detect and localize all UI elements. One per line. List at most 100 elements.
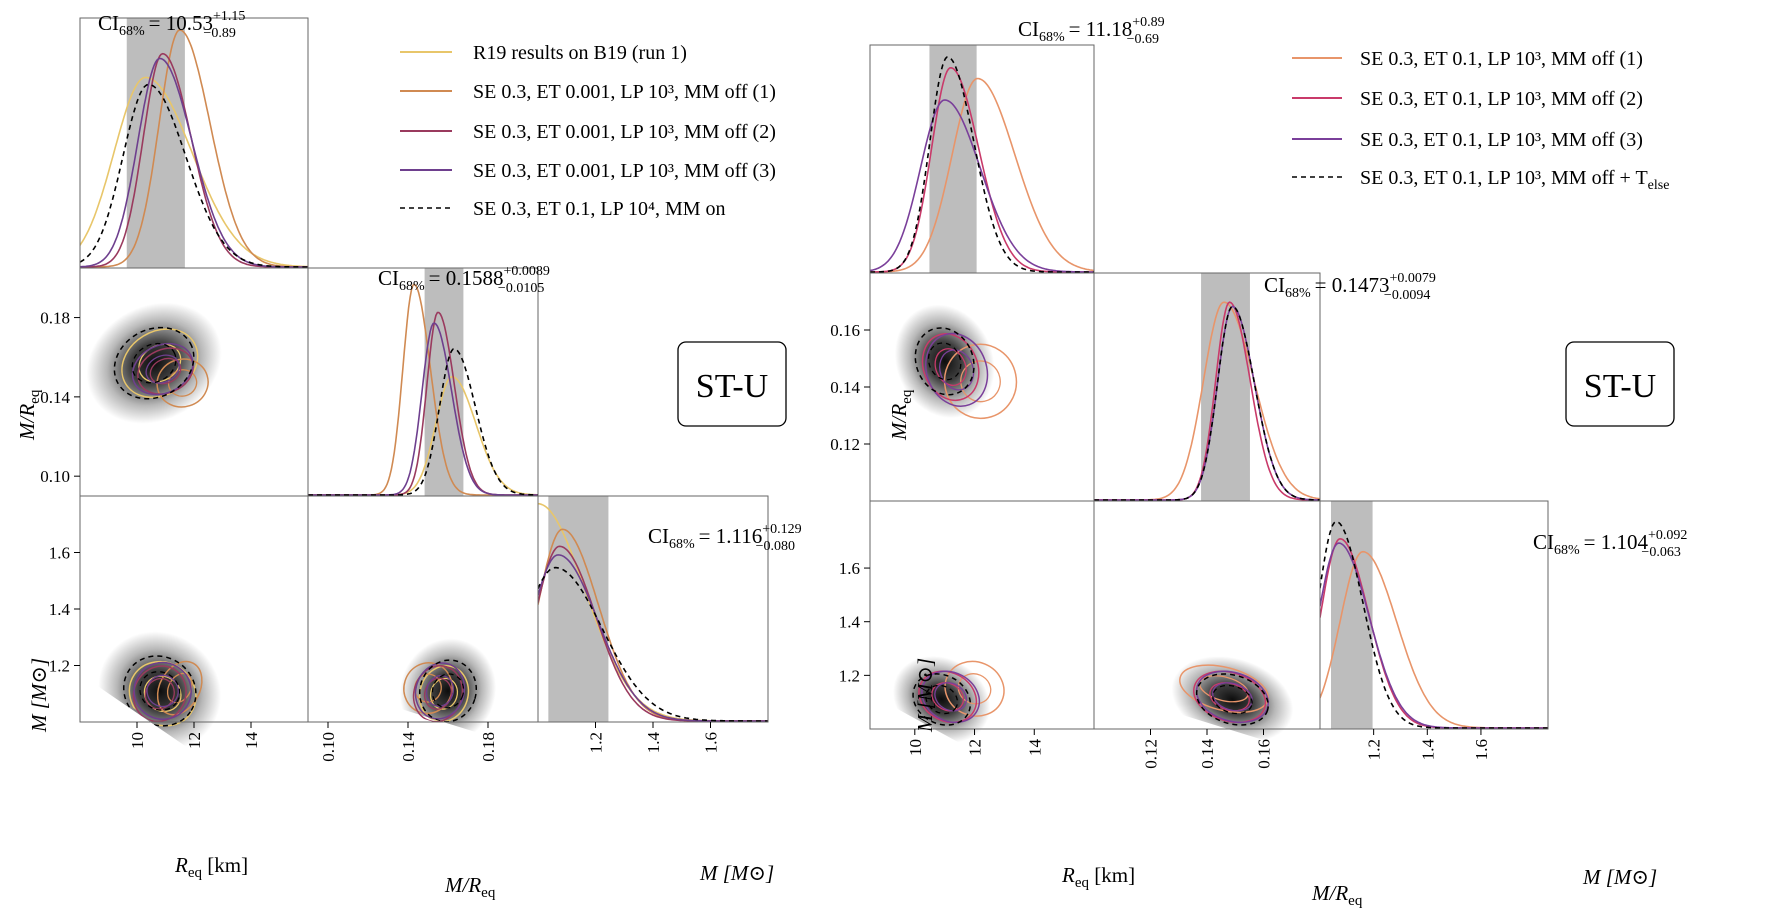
L-ytick-label-M_over_R-0: 0.10 [40, 467, 70, 486]
R-marginal-R_eq-series-2 [870, 99, 1094, 273]
L-ytick-label-M_over_R-2: 0.18 [40, 309, 70, 328]
L-contour-contour_M_MR-series-4 [418, 659, 478, 723]
R-contour-contour_MR_R-series-3 [914, 327, 975, 396]
svg-text:ST-U: ST-U [1584, 368, 1656, 405]
R-contour-contour_M_R-series-0 [944, 660, 1005, 717]
svg-text:ST-U: ST-U [696, 368, 768, 405]
right-ci-title-mr: CI68% = 0.1473+0.0079 −0.0094 [1264, 271, 1436, 303]
left-legend-label-2: SE 0.3, ET 0.001, LP 10³, MM off (2) [473, 121, 776, 143]
right-ci-title-m: CI68% = 1.104+0.092 −0.063 [1533, 528, 1687, 560]
left-ci-title-m: CI68% = 1.116+0.129 −0.080 [648, 522, 802, 554]
R-xtick-label-M-0: 1.2 [1365, 739, 1384, 760]
R-xtick-label-R_eq-0: 10 [906, 739, 925, 756]
R-ci-band-M [1330, 501, 1373, 729]
L-xtick-label-M-0: 1.2 [587, 732, 606, 753]
right-curves [870, 56, 1548, 729]
right-ci-title-req: CI68% = 11.18+0.89 −0.69 [1018, 15, 1165, 47]
R-ytick-label-M-2: 1.6 [839, 559, 860, 578]
L-contour-contour_MR_R-series-4 [113, 326, 195, 400]
L-marginal-R_eq-series-4 [80, 83, 308, 268]
L-xtick-label-R_eq-1: 12 [185, 732, 204, 749]
R-contour-inner-contour_M_R-series-3 [925, 684, 959, 715]
R-xtick-label-M_over_R-0: 0.12 [1142, 739, 1161, 769]
L-xtick-label-M-2: 1.6 [702, 732, 721, 753]
right-legend-label-1: SE 0.3, ET 0.1, LP 10³, MM off (2) [1360, 88, 1643, 110]
R-xtick-label-M_over_R-2: 0.16 [1255, 739, 1274, 769]
L-contour-inner-contour_M_MR-series-2 [423, 677, 453, 710]
left-ylabel-m: M [M⊙] [27, 658, 51, 733]
L-marginal-R_eq-series-0 [80, 76, 308, 268]
left-ticks: 10 12 14 0.10 0.14 0.18 1.2 1.4 1.6 0.10 0.14 0.18 1… [40, 309, 720, 762]
R-contour-inner-contour_M_R-series-2 [934, 682, 968, 712]
R-marginal-R_eq-series-0 [870, 77, 1094, 273]
left-legend-label-3: SE 0.3, ET 0.001, LP 10³, MM off (3) [473, 160, 776, 182]
R-ytick-label-M_over_R-1: 0.14 [830, 378, 860, 397]
R-contour-contour_M_R-series-3 [912, 673, 972, 726]
L-marginal-R_eq-series-2 [80, 52, 308, 268]
R-xtick-label-R_eq-1: 12 [966, 739, 985, 756]
R-xtick-label-M_over_R-1: 0.14 [1198, 739, 1217, 769]
left-xlabel-mr: M/Req [444, 873, 496, 901]
R-contour-inner-contour_MR_R-series-3 [927, 342, 962, 381]
R-density-contour_M_MR [1171, 656, 1294, 743]
right-xlabel-mr: M/Req [1311, 881, 1363, 909]
L-contour-contour_M_MR-series-0 [418, 665, 470, 723]
R-contour-inner-contour_MR_R-series-2 [939, 349, 975, 391]
L-marginal-M_over_R-series-2 [308, 311, 538, 496]
R-xtick-label-M-2: 1.6 [1472, 739, 1491, 760]
L-xtick-label-M_over_R-2: 0.18 [479, 732, 498, 762]
R-xtick-label-M-1: 1.4 [1418, 739, 1437, 761]
R-ci-band-M_over_R [1201, 273, 1250, 501]
R-marginal-M-series-3 [1320, 520, 1548, 729]
R-ytick-label-M_over_R-0: 0.12 [830, 435, 860, 454]
R-contour-contour_M_MR-series-1 [1193, 670, 1267, 724]
L-xtick-label-M_over_R-1: 0.14 [399, 732, 418, 762]
L-marginal-R_eq-series-3 [80, 57, 308, 268]
left-corner-plot: 10 12 14 0.10 0.14 0.18 1.2 1.4 1.6 0.10 0.14 0.18 1… [15, 9, 802, 901]
L-ytick-label-M-0: 1.2 [49, 657, 70, 676]
L-contour-inner-contour_M_R-series-3 [146, 674, 179, 708]
L-ci-band-M_over_R [424, 268, 464, 496]
right-ylabel-mr: M/Req [887, 389, 915, 441]
L-density-contour_MR_R [86, 302, 222, 424]
R-density-contour_MR_R [894, 304, 995, 419]
R-contour-inner-contour_M_R-series-1 [931, 682, 965, 712]
L-contour-inner-contour_MR_R-series-2 [149, 357, 182, 385]
right-model-badge: ST-U [1565, 341, 1675, 427]
L-contour-contour_M_MR-series-3 [414, 662, 466, 720]
L-ytick-label-M_over_R-1: 0.14 [40, 388, 70, 407]
L-marginal-M-series-4 [538, 566, 768, 722]
left-curves [80, 29, 768, 727]
R-contour-inner-contour_MR_R-series-1 [934, 348, 967, 386]
R-contour-contour_MR_R-series-1 [921, 333, 980, 401]
R-contour-contour_MR_R-series-0 [943, 343, 1018, 420]
L-density-contour_M_R [98, 631, 222, 751]
left-xlabel-m: M [M⊙] [699, 861, 774, 885]
left-legend-label-1: SE 0.3, ET 0.001, LP 10³, MM off (1) [473, 81, 776, 103]
L-ci-band-M [548, 496, 609, 722]
R-ytick-label-M-1: 1.4 [839, 613, 861, 632]
L-marginal-M_over_R-series-4 [308, 348, 538, 496]
right-xlabel-m: M [M⊙] [1582, 865, 1657, 889]
L-contour-inner-contour_M_MR-series-4 [431, 673, 465, 709]
L-contour-inner-contour_MR_R-series-3 [145, 354, 180, 384]
right-xlabel-req: Req [km] [1061, 863, 1135, 891]
L-xtick-label-R_eq-2: 14 [242, 732, 261, 750]
L-ytick-label-M-1: 1.4 [49, 600, 71, 619]
L-xtick-label-M_over_R-0: 0.10 [319, 732, 338, 762]
L-contour-contour_M_MR-series-2 [412, 665, 464, 723]
left-xlabel-req: Req [km] [174, 853, 248, 881]
L-ytick-label-M-2: 1.6 [49, 544, 70, 563]
right-legend-label-0: SE 0.3, ET 0.1, LP 10³, MM off (1) [1360, 48, 1643, 70]
R-contour-inner-contour_M_R-series-0 [957, 673, 992, 705]
right-ticks: 10 12 14 0.12 0.14 0.16 1.2 1.4 1.6 0.12 0.14 0.16 1… [830, 321, 1491, 769]
R-cell-frame-2-2 [1319, 500, 1549, 730]
R-marginal-R_eq-series-3 [870, 56, 1094, 273]
right-corner-plot: 10 12 14 0.12 0.14 0.16 1.2 1.4 1.6 0.12 0.14 0.16 1… [830, 15, 1687, 909]
R-ytick-label-M-0: 1.2 [839, 666, 860, 685]
left-legend-label-0: R19 results on B19 (run 1) [473, 42, 687, 64]
R-contour-inner-contour_M_MR-series-1 [1209, 682, 1250, 712]
L-contour-inner-contour_MR_R-series-4 [131, 342, 177, 384]
left-model-badge: ST-U [677, 341, 787, 427]
right-legend-label-3: SE 0.3, ET 0.1, LP 10³, MM off + Telse [1360, 167, 1669, 193]
